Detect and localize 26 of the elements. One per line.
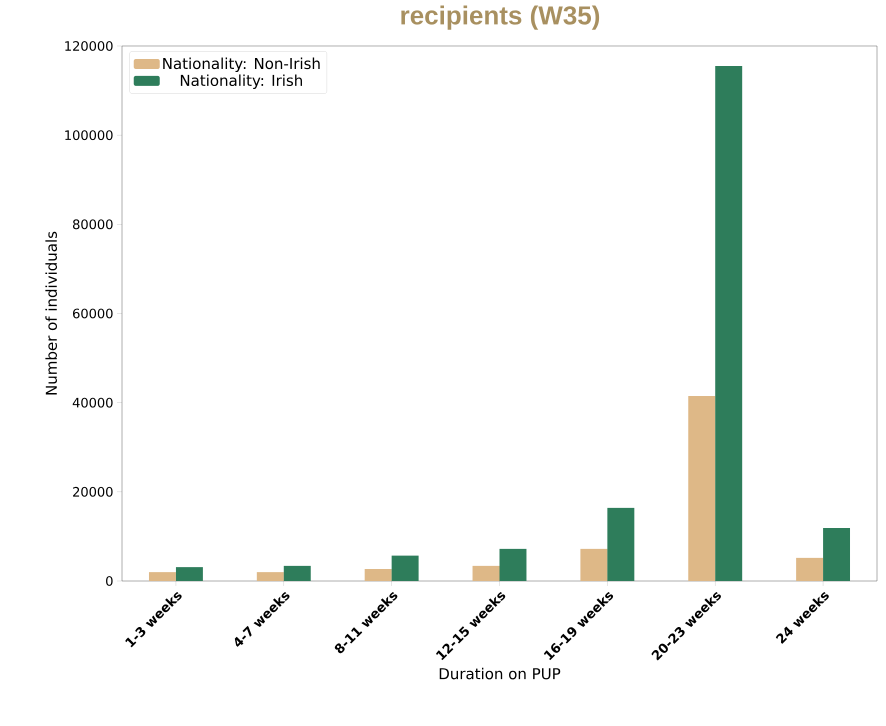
chart-title: recipients (W35) bbox=[401, 6, 600, 30]
y-axis-title: Number of individuals bbox=[45, 232, 57, 394]
y-tick-label: 0 bbox=[106, 576, 113, 586]
y-tick-label: 80000 bbox=[72, 219, 113, 230]
y-tick-label: 20000 bbox=[73, 486, 113, 497]
y-tick-label: 60000 bbox=[73, 308, 113, 318]
bar bbox=[392, 556, 419, 581]
bar bbox=[715, 66, 742, 581]
legend-label: Nationality: Non-Irish bbox=[163, 58, 320, 72]
y-tick-label: 40000 bbox=[72, 398, 113, 408]
bar bbox=[796, 558, 824, 581]
bar bbox=[580, 548, 608, 581]
legend-label: Nationality: Irish bbox=[180, 74, 302, 89]
x-axis-title: Duration on PUP bbox=[440, 668, 560, 680]
y-tick-label: 120000 bbox=[65, 41, 113, 51]
bar bbox=[364, 568, 392, 581]
bar bbox=[823, 528, 850, 581]
bar bbox=[148, 572, 176, 581]
bar bbox=[500, 548, 526, 581]
bar bbox=[284, 566, 311, 581]
bar bbox=[688, 396, 716, 581]
bar bbox=[607, 508, 634, 581]
bar bbox=[176, 567, 203, 581]
y-tick-label: 100000 bbox=[65, 130, 113, 140]
bar bbox=[472, 566, 500, 581]
bar bbox=[256, 572, 284, 581]
